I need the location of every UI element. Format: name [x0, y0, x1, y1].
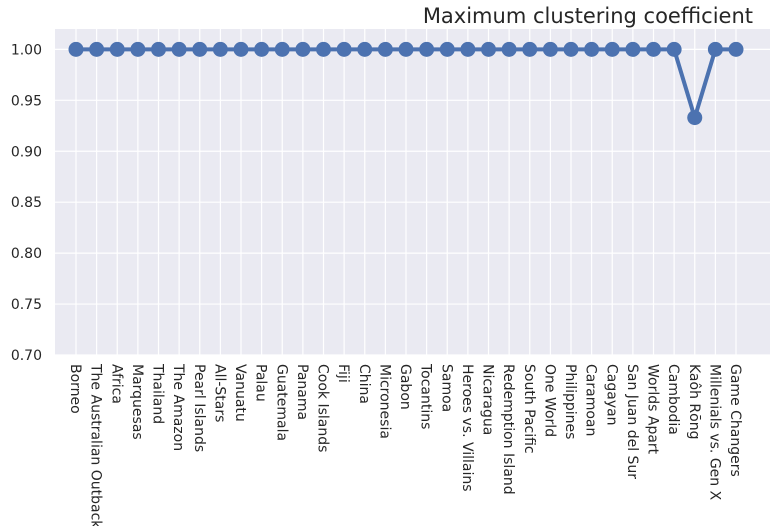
x-tick-label: Gabon — [397, 364, 413, 410]
data-point — [212, 41, 228, 57]
x-tick-label: Pearl Islands — [191, 364, 207, 452]
data-point — [274, 41, 290, 57]
data-point — [357, 41, 373, 57]
data-point — [666, 41, 682, 57]
x-tick-label: Thailand — [150, 363, 166, 424]
y-tick-label: 0.70 — [11, 348, 42, 364]
x-tick-label: Vanuatu — [232, 364, 248, 422]
series-clustering — [68, 41, 744, 126]
x-tick-label: Kaôh Rōng — [686, 364, 702, 439]
data-point — [68, 41, 84, 57]
x-tick-label: Marquesas — [129, 364, 145, 440]
x-tick-label: The Amazon — [170, 363, 186, 451]
data-point — [171, 41, 187, 57]
data-point — [151, 41, 166, 57]
data-point — [336, 41, 352, 57]
y-tick-label: 0.75 — [11, 297, 42, 313]
grid — [55, 29, 770, 356]
x-axis: Borneo The Australian Outback Africa Marque… — [67, 363, 743, 526]
data-point — [192, 41, 208, 57]
x-tick-label: Micronesia — [376, 364, 392, 439]
data-point — [398, 41, 414, 57]
data-point — [130, 41, 146, 57]
x-tick-label: Cagayan — [603, 364, 619, 426]
data-point — [316, 41, 331, 57]
y-tick-label: 0.85 — [11, 195, 42, 211]
x-tick-label: Tocantins — [418, 363, 434, 429]
data-point — [109, 41, 125, 57]
x-tick-label: Redemption Island — [500, 364, 516, 495]
data-point — [233, 41, 249, 57]
y-tick-label: 0.95 — [11, 93, 42, 109]
x-tick-label: One World — [541, 364, 557, 437]
x-tick-label: South Pacific — [521, 364, 537, 454]
y-tick-label: 1.00 — [11, 42, 42, 58]
data-point — [295, 41, 311, 57]
data-point — [584, 41, 600, 57]
data-point — [481, 41, 496, 57]
data-point — [646, 41, 661, 57]
x-tick-label: Philippines — [562, 364, 578, 439]
data-point — [604, 41, 620, 57]
x-tick-label: China — [356, 364, 372, 404]
data-point — [439, 41, 455, 57]
data-point — [625, 41, 641, 57]
x-tick-label: Nicaragua — [480, 364, 496, 435]
data-point — [254, 41, 270, 57]
chart-title: Maximum clustering coefficient — [423, 4, 753, 28]
data-point — [563, 41, 579, 57]
data-point — [522, 41, 538, 57]
x-tick-label: San Juan del Sur — [624, 364, 640, 479]
x-tick-label: Cambodia — [665, 364, 681, 435]
y-tick-label: 0.80 — [11, 246, 42, 262]
x-tick-label: The Australian Outback — [88, 363, 104, 526]
x-tick-label: Millenials vs. Gen X — [706, 364, 722, 501]
x-tick-label: Borneo — [67, 364, 83, 414]
data-point — [707, 41, 723, 57]
y-tick-label: 0.90 — [11, 144, 42, 160]
data-point — [687, 110, 703, 126]
x-tick-label: Cook Islands — [315, 364, 331, 452]
data-point — [419, 41, 435, 57]
data-point — [377, 41, 393, 57]
x-tick-label: Panama — [294, 364, 310, 420]
x-tick-label: Worlds Apart — [645, 364, 661, 455]
data-point — [460, 41, 476, 57]
x-tick-label: Samoa — [438, 364, 454, 412]
x-tick-label: Fiji — [335, 364, 351, 383]
y-axis: 0.70 0.75 0.80 0.85 0.90 0.95 1.00 — [11, 42, 42, 364]
x-tick-label: Game Changers — [727, 364, 743, 477]
data-point — [728, 41, 744, 57]
x-tick-label: Heroes vs. Villains — [459, 364, 475, 492]
x-tick-label: Caramoan — [583, 364, 599, 436]
data-point — [89, 41, 105, 57]
x-tick-label: Africa — [108, 364, 124, 404]
x-tick-label: Palau — [253, 364, 269, 402]
plot-area — [55, 29, 770, 355]
x-tick-label: All-Stars — [211, 364, 227, 422]
data-point — [542, 41, 558, 57]
x-tick-label: Guatemala — [273, 364, 289, 441]
data-point — [501, 41, 517, 57]
